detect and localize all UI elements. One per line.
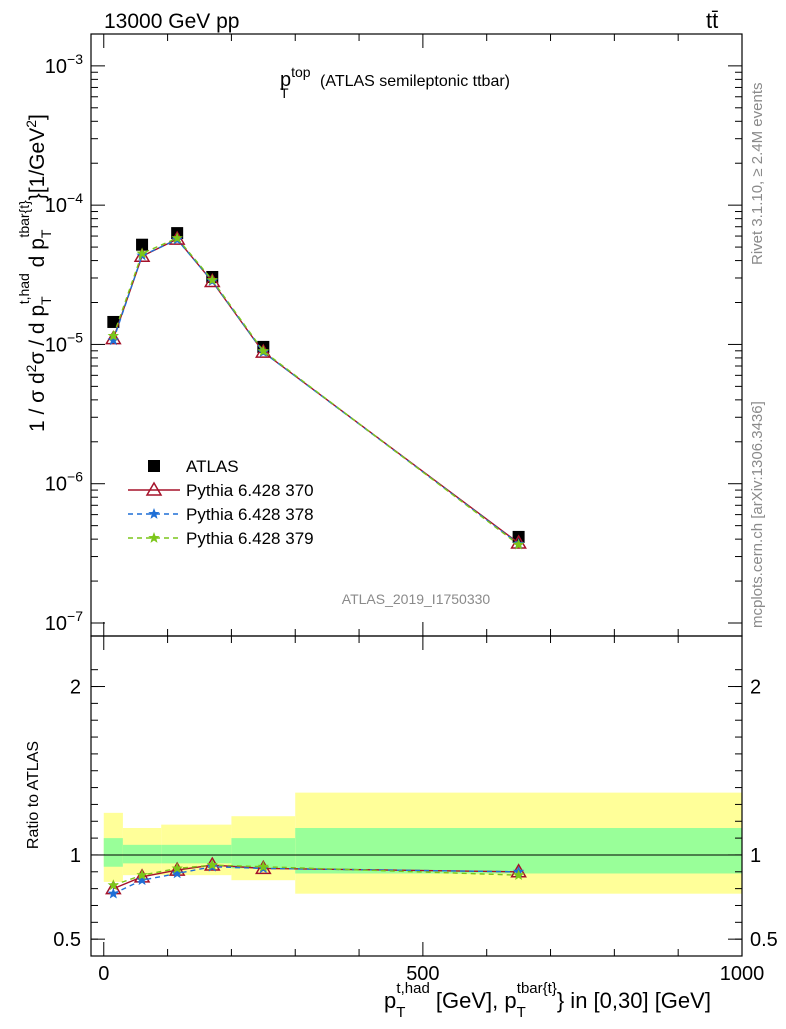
main-series-point-0-0 (107, 315, 120, 328)
main-y-tick-label-4: 10−3 (45, 51, 83, 78)
ratio-y-tick-label-0: 0.5 (53, 929, 81, 951)
main-y-tick-label-3: 10−4 (45, 190, 83, 217)
ratio-series-point-1-0 (107, 887, 119, 899)
main-panel: 10−7 10−6 10−5 10−4 10−3 (45, 33, 743, 637)
legend-label-2: Pythia 6.428 378 (186, 505, 314, 524)
x-tick-label-1: 500 (406, 963, 439, 985)
ratio-series-point-1-2 (171, 867, 183, 879)
main-series-point-3-2 (171, 232, 183, 243)
legend-marker-2 (148, 508, 160, 519)
legend-label-1: Pythia 6.428 370 (186, 481, 314, 500)
main-series-point-3-3 (206, 274, 218, 285)
ratio-series-point-1-1 (136, 874, 148, 886)
main-y-tick-label-1: 10−6 (45, 469, 83, 496)
main-series-point-3-0 (107, 330, 119, 341)
ratio-y-tick-label-right-1: 1 (750, 845, 761, 867)
ratio-series-point-2-4 (257, 860, 269, 872)
ratio-band-inner-1 (122, 844, 162, 864)
ratio-y-tick-label-1: 1 (70, 845, 81, 867)
ratio-y-tick-label-2: 2 (70, 677, 81, 699)
ratio-series-line-2 (113, 864, 519, 886)
ratio-band-inner-0 (103, 838, 123, 867)
ratio-panel: 0 500 1000 0.5 0.5 1 1 2 2 (53, 635, 778, 985)
ratio-series-point-2-3 (206, 859, 218, 870)
main-y-tick-label-2: 10−5 (45, 329, 83, 356)
ratio-series-point-2-1 (136, 869, 148, 880)
process-label: tt̄ (706, 8, 718, 33)
ratio-series-line-1 (113, 866, 519, 895)
main-series-line-3 (112, 237, 520, 546)
main-series-point-3-1 (136, 247, 148, 259)
ratio-series-point-2-2 (171, 862, 183, 874)
main-series-point-3-5 (512, 538, 525, 550)
main-series-line-2 (112, 238, 520, 545)
ratio-series-point-2-5 (512, 869, 525, 880)
energy-label: 13000 GeV pp (104, 10, 239, 33)
x-tick-label-0: 0 (98, 963, 109, 985)
ratio-y-tick-label-right-0: 0.5 (750, 929, 778, 951)
main-series-point-2-0 (107, 334, 119, 346)
x-tick-label-2: 1000 (720, 963, 765, 985)
legend-label-0: ATLAS (186, 457, 239, 476)
main-y-axis-label: 1 / σ d2σ / d pTt,had d pTtbar{t}}[1/GeV… (16, 114, 54, 432)
ratio-series-point-2-0 (107, 879, 119, 891)
main-y-tick-label-0: 10−7 (45, 608, 83, 635)
main-series-point-3-4 (257, 345, 269, 356)
ratio-y-axis-label: Ratio to ATLAS (25, 741, 42, 849)
mcplots-label: mcplots.cern.ch [arXiv:1306.3436] (749, 401, 766, 628)
main-series-point-0-1 (136, 238, 149, 251)
chart-title: ptop T(ATLAS semileptonic ttbar) (280, 64, 510, 101)
legend-marker-3 (148, 532, 160, 543)
analysis-label: ATLAS_2019_I1750330 (342, 591, 491, 607)
x-axis-label: pTt,had [GeV], pTtbar{t}} in [0,30] [GeV… (384, 980, 711, 1021)
ratio-band-inner-2 (161, 844, 232, 864)
ratio-frame (90, 635, 743, 957)
legend-label-3: Pythia 6.428 379 (186, 529, 314, 548)
legend-marker-1 (145, 481, 163, 496)
legend: ATLAS Pythia 6.428 370 Pythia 6.428 378 Pyt… (128, 457, 314, 548)
legend-marker-0 (148, 460, 160, 472)
main-series-point-1-0 (105, 330, 122, 345)
rivet-label: Rivet 3.1.10, ≥ 2.4M events (749, 83, 766, 266)
ratio-y-tick-label-right-2: 2 (750, 677, 761, 699)
